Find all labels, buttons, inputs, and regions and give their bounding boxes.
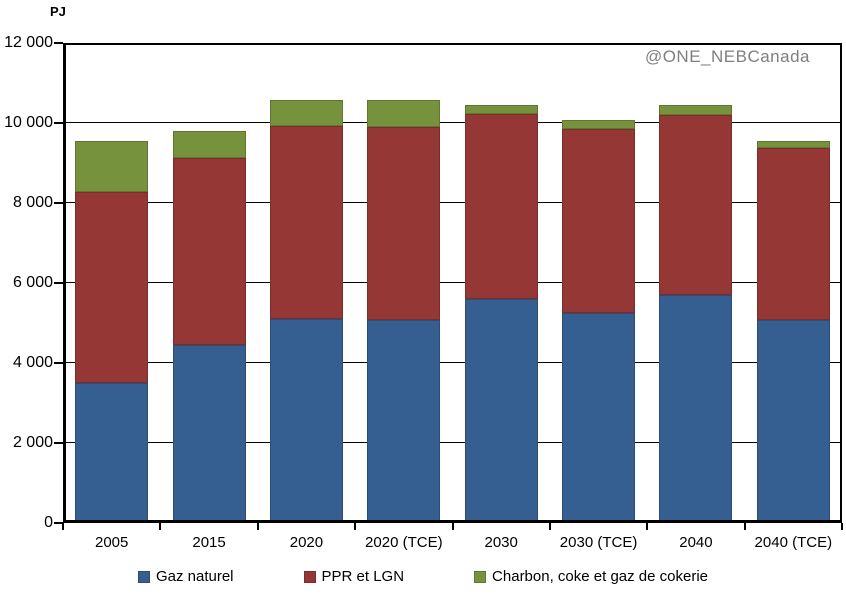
y-tick-label: 10 000 [4,114,53,131]
x-label-2040 (TCE): 2040 (TCE) [754,534,833,551]
bar-segment [464,299,538,523]
x-tick-mark [256,523,259,530]
legend-marker [137,570,150,583]
x-label-2030: 2030 [484,534,518,551]
bar-2005 [75,141,149,523]
bar-2030 (TCE) [562,119,636,523]
bar-segment [269,125,343,319]
gridline-6000 [63,282,842,283]
x-tick-mark [841,523,843,530]
bar-segment [756,320,830,523]
bar-2020 (TCE) [367,100,441,523]
bar-segment [75,192,149,383]
x-label-2030 (TCE): 2030 (TCE) [559,534,638,551]
bar-segment [756,141,830,149]
bars-area [63,43,842,523]
bar-segment [659,115,733,295]
y-tick-mark [54,282,63,284]
x-label-2015: 2015 [192,534,226,551]
legend-label: Charbon, coke et gaz de cokerie [492,568,709,585]
bar-2040 (TCE) [756,141,830,523]
bar-2015 [172,131,246,523]
y-tick-label: 4 000 [12,354,53,371]
bar-segment [172,158,246,345]
bar-segment [269,100,343,126]
gridline-8000 [63,202,842,203]
legend: Gaz naturel PPR et LGN Charbon, coke et ga… [0,568,846,585]
y-tick-label: 0 [44,514,53,531]
bar-segment [464,114,538,300]
bar-segment [562,129,636,313]
bar-slot-2030 (TCE) [550,43,647,523]
bar-segment [659,294,733,523]
y-tick-mark [54,442,63,444]
legend-marker [474,570,487,583]
bar-segment [756,148,830,321]
bar-slot-2015 [160,43,257,523]
x-tick-mark [62,523,64,530]
y-axis-unit-label: PJ [50,4,66,19]
x-label-2040: 2040 [679,534,713,551]
y-tick-label: 8 000 [12,194,53,211]
bar-slot-2020 (TCE) [355,43,452,523]
legend-item: Charbon, coke et gaz de cokerie [474,568,708,585]
bar-2030 [464,105,538,523]
y-tick-label: 12 000 [4,34,53,51]
bar-segment [562,119,636,130]
bar-segment [269,319,343,523]
bar-slot-2040 [647,43,744,523]
x-label-2020: 2020 [289,534,324,551]
legend-item: PPR et LGN [303,568,405,585]
x-tick-mark [548,523,551,530]
watermark-text: @ONE_NEBCanada [644,47,810,66]
gridline-4000 [63,362,842,363]
bar-segment [562,312,636,523]
bar-segment [172,345,246,523]
legend-label: PPR et LGN [321,568,405,585]
bar-2020 [269,100,343,523]
bar-segment [75,383,149,523]
bar-segment [367,100,441,127]
x-label-2005: 2005 [95,534,129,551]
bar-segment [367,126,441,321]
y-tick-mark [54,202,63,204]
y-tick-mark [54,122,63,124]
x-tick-mark [646,523,649,530]
bar-slot-2030 [453,43,550,523]
bar-segment [367,320,441,523]
x-tick-mark [743,523,746,530]
y-tick-mark [54,42,63,44]
x-axis-labels: 2005 2015 2020 2020 (TCE) 2030 2030 (TCE) 2040… [63,534,842,551]
y-tick-label: 2 000 [12,434,53,451]
x-label-2020 (TCE): 2020 (TCE) [365,534,443,551]
gridline-2000 [63,442,842,443]
x-tick-mark [354,523,357,530]
bar-slot-2005 [63,43,160,523]
bar-segment [464,105,538,115]
gridline-10000 [63,122,842,123]
legend-marker [303,570,316,583]
legend-label: Gaz naturel [155,568,234,585]
bar-slot-2020 [258,43,355,523]
bar-segment [172,131,246,159]
legend-item: Gaz naturel [137,568,234,585]
bar-segment [659,105,733,116]
bar-slot-2040 (TCE) [745,43,842,523]
x-tick-mark [451,523,454,530]
x-tick-mark [159,523,162,530]
y-tick-mark [54,362,63,364]
y-tick-mark [54,522,63,524]
y-tick-label: 6 000 [12,274,53,291]
bar-segment [75,141,149,193]
bar-2040 [659,105,733,523]
